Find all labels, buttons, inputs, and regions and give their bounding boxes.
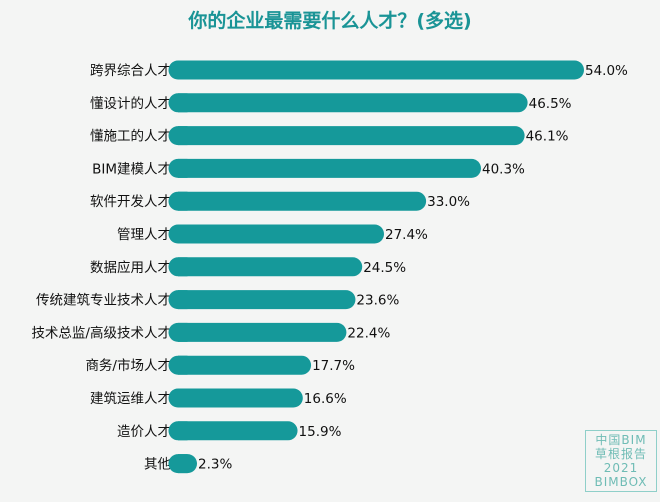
category-label: 商务/市场人才 (85, 357, 171, 374)
category-label: BIM建模人才 (92, 161, 171, 177)
value-label: 17.7% (312, 358, 355, 374)
bar-base (178, 257, 188, 277)
bar (168, 126, 525, 146)
value-label: 54.0% (585, 63, 628, 79)
category-label: 造价人才 (117, 424, 171, 440)
bar (168, 421, 298, 441)
category-label: 懂施工的人才 (90, 129, 171, 145)
value-label: 33.0% (427, 194, 470, 210)
bar-base (178, 93, 188, 113)
bar-base (178, 322, 188, 342)
bar-base (178, 290, 188, 310)
value-label: 2.3% (198, 457, 232, 473)
bar (168, 290, 356, 310)
bar-base (178, 421, 188, 441)
value-label: 15.9% (299, 424, 342, 440)
bar-base (178, 126, 188, 146)
category-label: 技术总监/高级技术人才 (31, 324, 171, 341)
bar (168, 388, 303, 408)
bar-base (178, 388, 188, 408)
bar (168, 224, 385, 244)
watermark-line-1: 中国BIM (595, 433, 647, 447)
bar (168, 60, 584, 80)
bar (168, 191, 427, 211)
value-label: 16.6% (304, 391, 347, 407)
value-label: 24.5% (363, 260, 406, 276)
value-label: 22.4% (347, 325, 390, 341)
bar-base (178, 355, 188, 375)
bar (168, 257, 363, 277)
bar (168, 355, 312, 375)
bar-base (178, 191, 188, 211)
category-label: 懂设计的人才 (90, 96, 171, 112)
chart-title: 你的企业最需要什么人才？(多选) (188, 10, 472, 32)
bar-base (178, 158, 188, 178)
bar (168, 93, 528, 113)
value-label: 27.4% (385, 227, 428, 243)
bar (168, 322, 347, 342)
value-label: 46.1% (526, 129, 569, 145)
watermark-line-4: BIMBOX (594, 475, 648, 489)
watermark-line-2: 草根报告 (594, 447, 647, 461)
value-label: 23.6% (356, 293, 399, 309)
category-label: 传统建筑专业技术人才 (36, 293, 171, 309)
category-label: 数据应用人才 (90, 259, 171, 276)
category-label: 其他 (144, 457, 171, 473)
category-label: 跨界综合人才 (90, 63, 171, 79)
category-label: 管理人才 (117, 227, 171, 243)
category-label: 软件开发人才 (90, 194, 171, 210)
category-label: 建筑运维人才 (90, 391, 171, 407)
bar-base (178, 224, 188, 244)
value-label: 46.5% (529, 96, 572, 112)
bar-base (178, 60, 188, 80)
watermark-line-3: 2021 (603, 461, 639, 475)
bar-base (178, 454, 188, 474)
value-label: 40.3% (482, 161, 525, 177)
report-watermark: 中国BIM 草根报告 2021 BIMBOX (585, 430, 657, 492)
bar (168, 158, 481, 178)
